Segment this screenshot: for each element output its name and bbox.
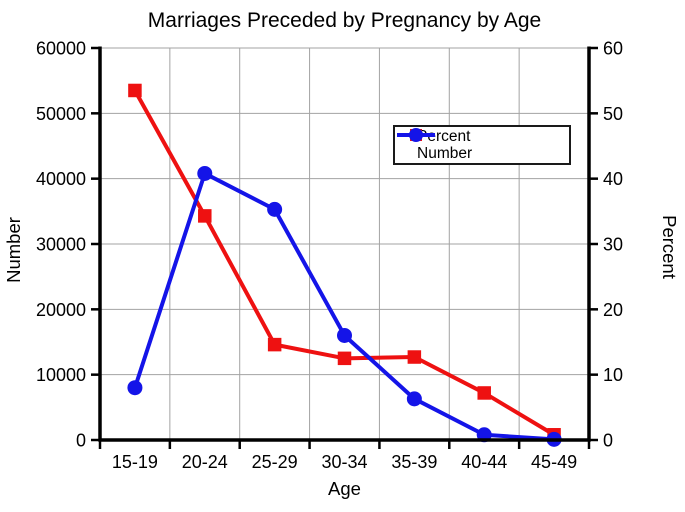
right-tick-label: 40 (603, 169, 623, 189)
percent-marker (267, 337, 282, 352)
axis-frame (98, 46, 591, 442)
number-line-marker-icon (397, 128, 435, 142)
right-tick-label: 10 (603, 365, 623, 385)
number-marker (127, 380, 143, 396)
left-tick-label: 50000 (36, 104, 86, 124)
legend-label-number: Number (417, 144, 473, 162)
data-series (127, 83, 562, 447)
legend-label-percent: Percent (417, 127, 471, 145)
right-tick-label: 0 (603, 431, 613, 451)
left-tick-label: 40000 (36, 169, 86, 189)
left-tick-label: 60000 (36, 39, 86, 59)
left-tick-label: 0 (76, 431, 86, 451)
legend: Percent Number (393, 125, 571, 165)
x-tick-label: 35-39 (391, 452, 437, 472)
number-marker (406, 391, 422, 407)
chart-title: Marriages Preceded by Pregnancy by Age (148, 9, 541, 32)
percent-marker (477, 386, 491, 400)
x-tick-label: 45-49 (531, 452, 577, 472)
right-tick-label: 50 (603, 104, 623, 124)
number-marker (337, 327, 352, 343)
x-tick-label: 20-24 (182, 452, 228, 472)
x-tick-label: 15-19 (112, 452, 158, 472)
left-tick-label: 10000 (36, 365, 86, 385)
percent-marker (337, 351, 352, 366)
right-y-axis-label: Percent (659, 215, 680, 279)
number-marker (267, 201, 283, 217)
percent-marker (407, 350, 422, 364)
left-y-axis-label: Number (3, 217, 24, 283)
x-tick-label: 25-29 (252, 452, 298, 472)
percent-marker (128, 83, 142, 98)
number-marker (197, 165, 213, 181)
x-axis-label: Age (328, 478, 361, 499)
right-tick-label: 20 (603, 300, 623, 320)
axes (91, 46, 598, 449)
percent-marker (198, 209, 212, 223)
gridlines (100, 47, 589, 440)
legend-entry-number: Number (397, 128, 569, 162)
tick-labels: 0 10000 20000 30000 40000 50000 60000 0 10 20 30 40… (36, 39, 623, 473)
left-tick-label: 30000 (36, 235, 86, 255)
series-number (127, 165, 562, 447)
x-tick-label: 30-34 (321, 452, 367, 472)
right-tick-label: 30 (603, 235, 623, 255)
right-tick-label: 60 (603, 39, 623, 59)
left-tick-label: 20000 (36, 300, 86, 320)
x-tick-label: 40-44 (461, 452, 507, 472)
